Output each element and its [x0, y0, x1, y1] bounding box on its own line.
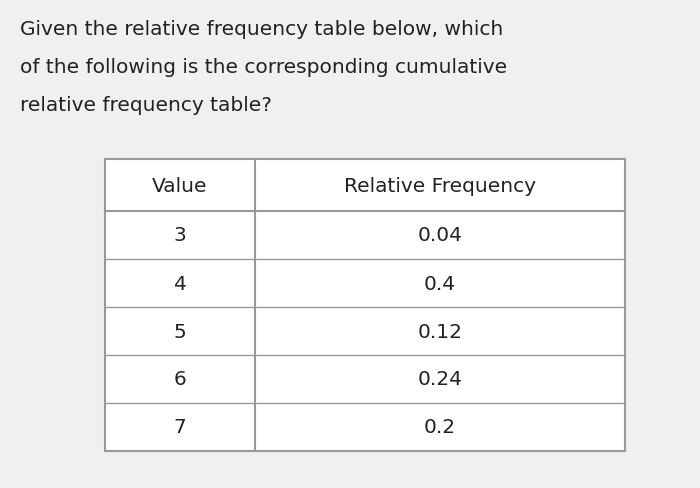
Text: 3: 3 [174, 226, 186, 245]
Text: 7: 7 [174, 418, 186, 437]
Text: 0.04: 0.04 [417, 226, 463, 245]
Text: 4: 4 [174, 274, 186, 293]
Text: Relative Frequency: Relative Frequency [344, 176, 536, 195]
Text: 6: 6 [174, 370, 186, 389]
Text: 0.24: 0.24 [417, 370, 463, 389]
Text: 0.4: 0.4 [424, 274, 456, 293]
Text: of the following is the corresponding cumulative: of the following is the corresponding cu… [20, 58, 507, 77]
Text: 0.2: 0.2 [424, 418, 456, 437]
Text: Given the relative frequency table below, which: Given the relative frequency table below… [20, 20, 503, 39]
Text: Value: Value [152, 176, 208, 195]
Text: 0.12: 0.12 [417, 322, 463, 341]
Text: 5: 5 [174, 322, 186, 341]
Text: relative frequency table?: relative frequency table? [20, 96, 272, 115]
